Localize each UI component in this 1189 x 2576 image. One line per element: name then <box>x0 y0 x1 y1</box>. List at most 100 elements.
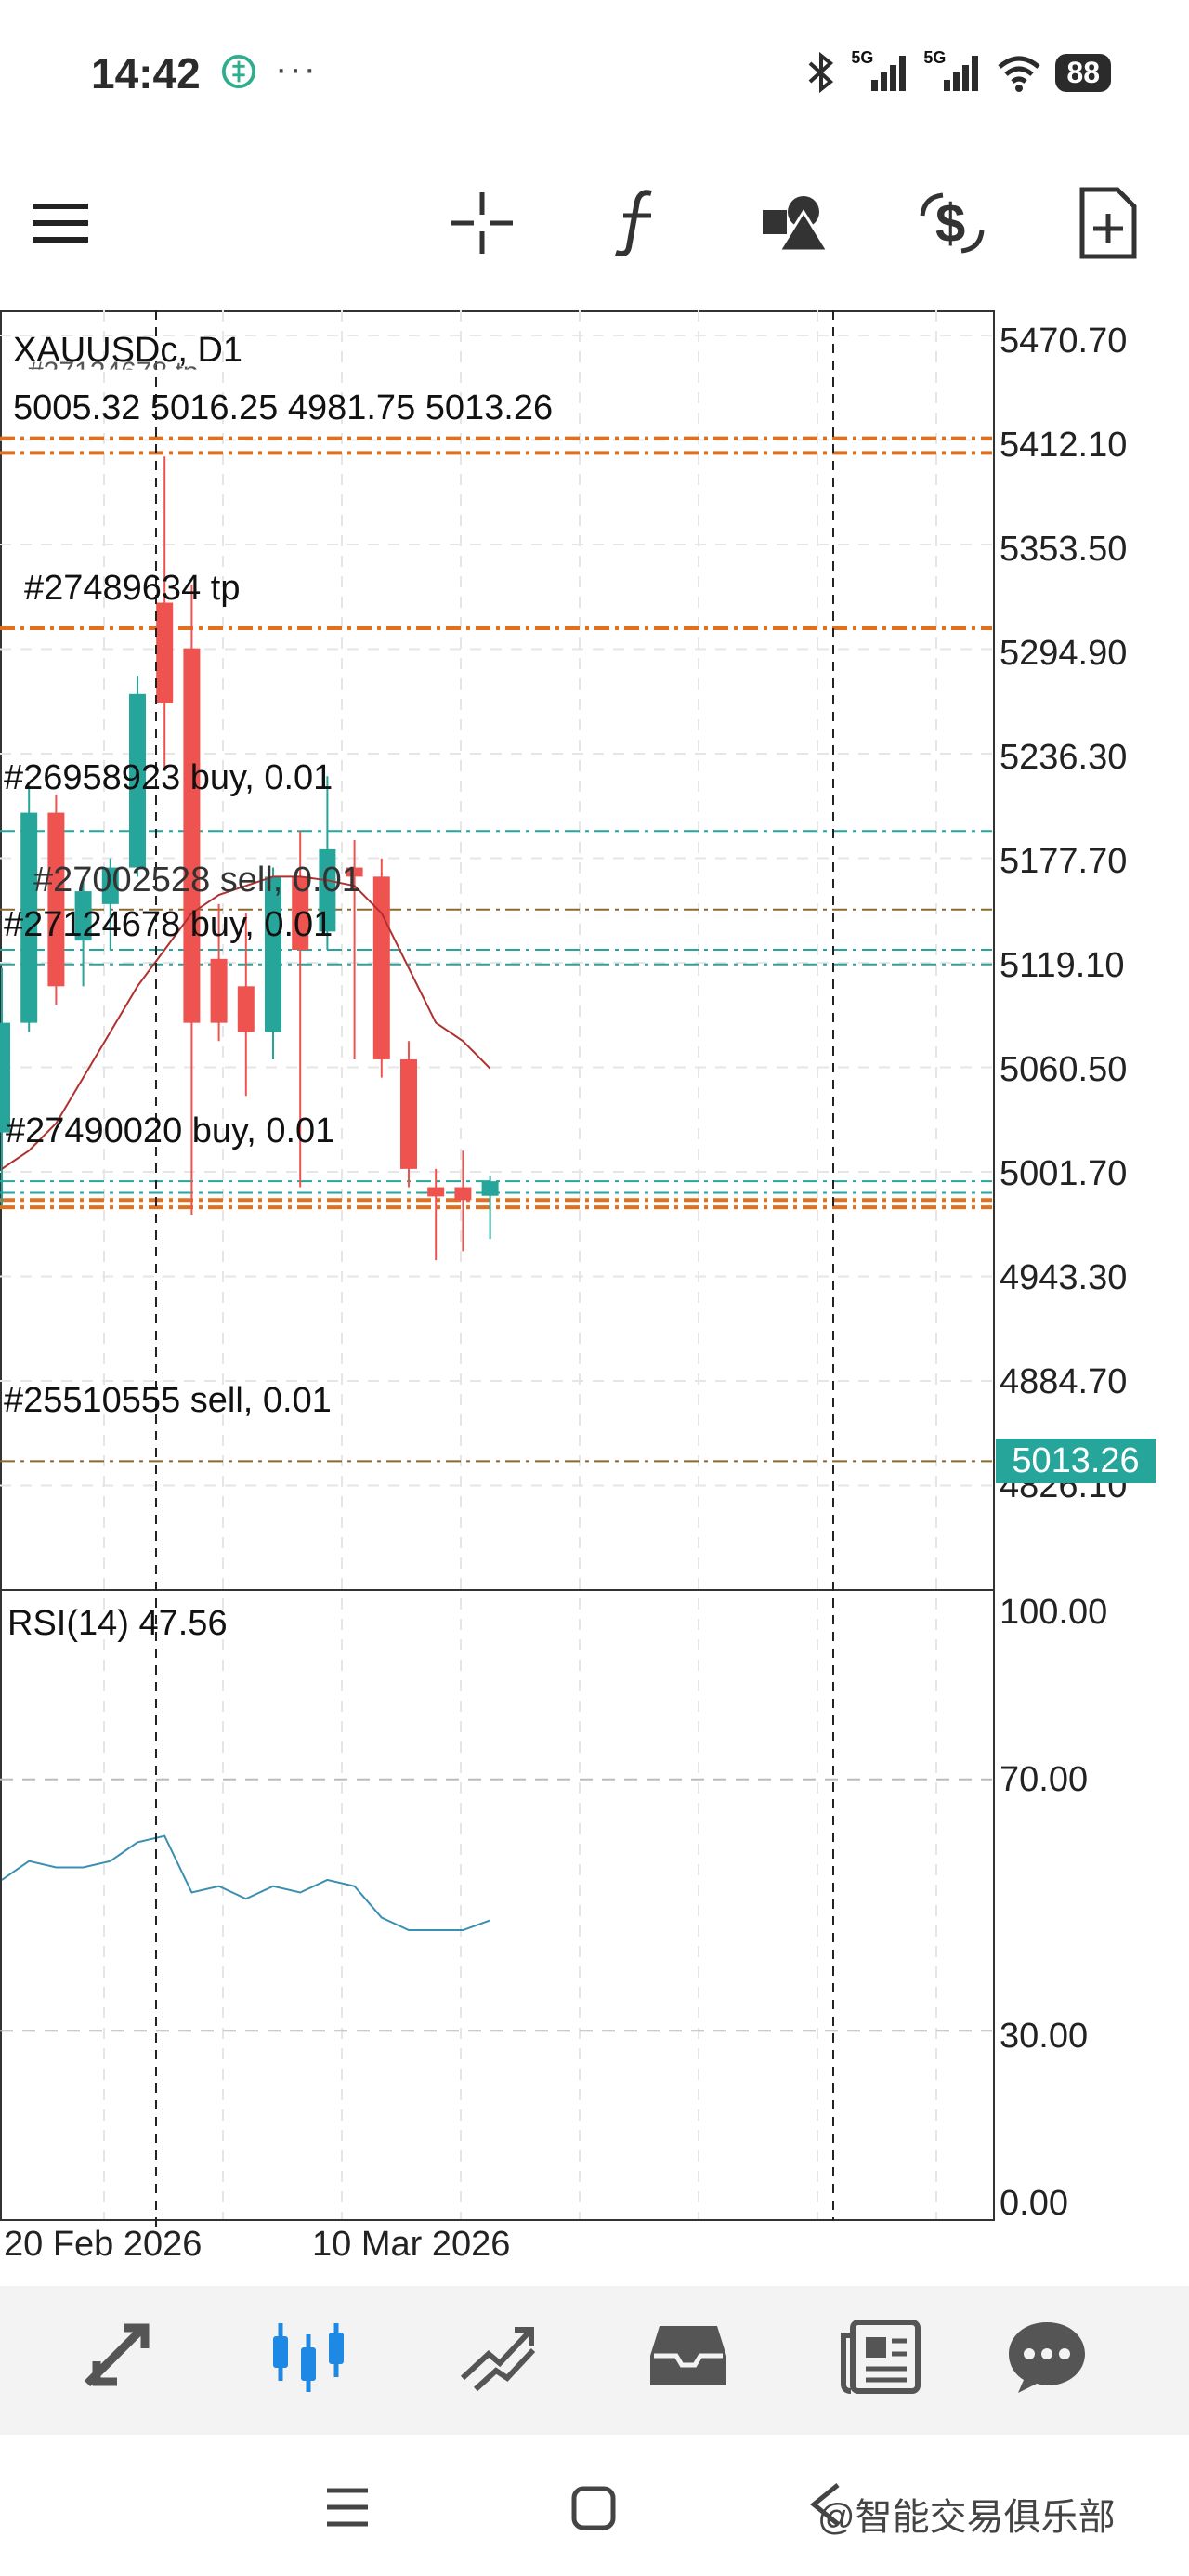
crosshair-icon <box>451 192 513 254</box>
signal-icon: 5G <box>851 48 910 93</box>
candle-body <box>346 867 363 877</box>
trade-tab-icon <box>460 2327 536 2392</box>
news-icon <box>841 2320 921 2394</box>
candle-body <box>237 986 255 1032</box>
new-order-icon <box>1079 187 1137 259</box>
price-chart[interactable]: XAUUSDc, D1 #27124678 tp 5005.32 5016.25… <box>0 310 1189 2264</box>
order-label-sell1: #27002528 sell, 0.01 <box>33 861 361 900</box>
candle-body <box>47 812 65 987</box>
candles <box>0 456 499 1261</box>
wifi-icon <box>998 56 1041 92</box>
candle-body <box>372 876 390 1059</box>
chart-grid <box>0 310 992 2219</box>
new-order-button[interactable] <box>1066 177 1150 269</box>
indicators-button[interactable] <box>596 177 680 269</box>
trade-icon: $ <box>920 192 985 254</box>
rsi-label: RSI(14) 47.56 <box>7 1604 228 1643</box>
order-label-buy2: #27124678 buy, 0.01 <box>4 905 333 944</box>
price-tick: 5353.50 <box>1000 530 1128 569</box>
order-label-tp-top: #27124678 tp <box>28 357 199 388</box>
app-notification-icon <box>221 54 256 89</box>
rsi-tick: 0.00 <box>1000 2184 1068 2223</box>
watermark: @智能交易俱乐部 <box>817 2497 1116 2538</box>
menu-button[interactable] <box>19 177 102 269</box>
menu-icon <box>33 204 88 243</box>
tab-chat[interactable] <box>996 2305 1098 2407</box>
current-price-tag: 5013.26 <box>996 1439 1156 1483</box>
chart-canvas[interactable] <box>0 310 1189 2234</box>
price-tick: 5412.10 <box>1000 426 1128 465</box>
chart-toolbar: $ <box>0 177 1189 279</box>
objects-icon <box>763 196 830 253</box>
chat-icon <box>1009 2322 1085 2393</box>
home-button[interactable] <box>570 2485 617 2536</box>
price-tick: 5177.70 <box>1000 842 1128 881</box>
candle-body <box>210 958 228 1023</box>
bottom-tab-bar <box>0 2286 1189 2435</box>
crosshair-button[interactable] <box>440 177 524 269</box>
history-icon <box>650 2326 726 2385</box>
candle-body <box>20 812 38 1023</box>
status-time: 14:42 <box>91 49 201 98</box>
back-button[interactable] <box>806 2481 843 2532</box>
price-tick: 4943.30 <box>1000 1258 1128 1297</box>
bluetooth-icon <box>809 52 834 93</box>
order-label-tp: #27489634 tp <box>24 569 241 608</box>
order-label-buy1: #26958923 buy, 0.01 <box>4 758 333 797</box>
candle-body <box>156 602 174 703</box>
back-icon <box>810 2483 840 2526</box>
rsi-pane-border <box>0 1589 995 2221</box>
rsi-polyline <box>1 1834 490 1932</box>
tab-quotes[interactable] <box>69 2305 171 2407</box>
rsi-line <box>1 1834 490 1932</box>
quotes-icon <box>84 2323 150 2387</box>
candle-body <box>129 693 146 868</box>
order-label-sell2: #25510555 sell, 0.01 <box>4 1381 332 1420</box>
system-navigation-bar <box>0 2435 1189 2576</box>
candle-body <box>101 867 119 904</box>
ma-line <box>1 875 491 1170</box>
price-tick: 5294.90 <box>1000 634 1128 673</box>
trade-button[interactable]: $ <box>910 177 994 269</box>
date-tick: 20 Feb 2026 <box>4 2225 203 2264</box>
home-icon <box>571 2486 616 2530</box>
tab-chart[interactable] <box>258 2305 360 2407</box>
chart-tab-icon <box>273 2323 344 2392</box>
tab-trade[interactable] <box>446 2305 548 2407</box>
price-tick: 5470.70 <box>1000 322 1128 361</box>
candle-body <box>319 848 336 932</box>
price-tick: 5060.50 <box>1000 1050 1128 1089</box>
candle-body <box>265 876 281 1032</box>
symbol-label: XAUUSDc, D1 <box>13 331 243 370</box>
indicators-icon <box>615 190 652 257</box>
candle-body <box>454 1187 472 1201</box>
signal-icon-2: 5G <box>923 48 983 93</box>
price-tick: 5236.30 <box>1000 738 1128 777</box>
tab-history[interactable] <box>637 2305 739 2407</box>
candle-body <box>427 1187 445 1197</box>
recent-apps-button[interactable] <box>325 2487 370 2532</box>
tab-news[interactable] <box>829 2305 931 2407</box>
status-indicators: 5G 5G 88 <box>804 48 1111 93</box>
candle-body <box>74 891 92 941</box>
candle-body <box>183 648 201 1023</box>
candle-body <box>0 1022 10 1133</box>
battery-indicator: 88 <box>1055 53 1111 92</box>
candle-body <box>400 1058 417 1169</box>
svg-text:$: $ <box>935 193 965 254</box>
rsi-tick: 70.00 <box>1000 1760 1089 1799</box>
price-tick: 4884.70 <box>1000 1362 1128 1401</box>
objects-button[interactable] <box>752 177 836 269</box>
price-tick: 5119.10 <box>1000 946 1125 985</box>
rsi-tick: 30.00 <box>1000 2017 1089 2056</box>
order-label-buy3: #27490020 buy, 0.01 <box>6 1111 335 1150</box>
candle-body <box>292 876 309 950</box>
status-bar: 14:42 ··· 5G 5G 88 <box>0 0 1189 149</box>
price-tick: 5001.70 <box>1000 1154 1128 1193</box>
moving-average <box>1 875 491 1170</box>
date-tick: 10 Mar 2026 <box>312 2225 511 2264</box>
rsi-tick: 100.00 <box>1000 1593 1108 1632</box>
status-more-icon: ··· <box>275 48 318 89</box>
candle-body <box>481 1181 499 1196</box>
ohlc-label: 5005.32 5016.25 4981.75 5013.26 <box>13 388 554 427</box>
